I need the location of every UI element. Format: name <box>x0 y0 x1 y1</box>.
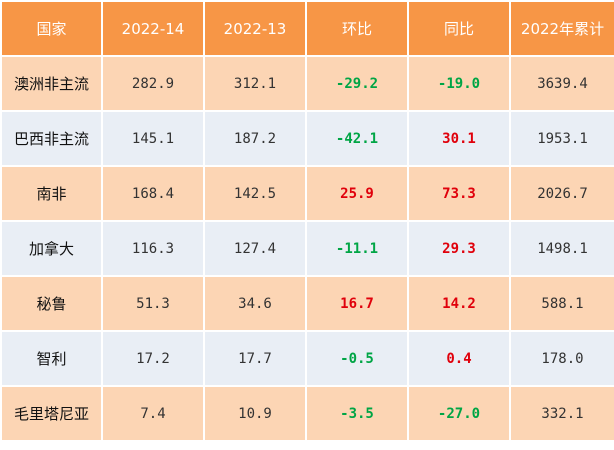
cell-country: 加拿大 <box>0 220 103 277</box>
cell-week-13: 17.7 <box>203 330 307 387</box>
table-row: 澳洲非主流 282.9 312.1 -29.2 -19.0 3639.4 <box>0 55 614 112</box>
cell-week-over-week: 25.9 <box>305 165 409 222</box>
cell-year-over-year: 73.3 <box>407 165 511 222</box>
cell-year-to-date: 588.1 <box>509 275 614 332</box>
cell-week-over-week: -11.1 <box>305 220 409 277</box>
header-row: 国家 2022-14 2022-13 环比 同比 2022年累计 <box>0 0 614 57</box>
cell-country: 智利 <box>0 330 103 387</box>
cell-week-over-week: 16.7 <box>305 275 409 332</box>
cell-week-over-week: -3.5 <box>305 385 409 442</box>
cell-week-14: 7.4 <box>101 385 205 442</box>
cell-country: 南非 <box>0 165 103 222</box>
table-row: 智利 17.2 17.7 -0.5 0.4 178.0 <box>0 330 614 387</box>
header-week-over-week: 环比 <box>305 0 409 57</box>
cell-year-to-date: 1953.1 <box>509 110 614 167</box>
cell-week-14: 168.4 <box>101 165 205 222</box>
cell-year-to-date: 2026.7 <box>509 165 614 222</box>
cell-country: 巴西非主流 <box>0 110 103 167</box>
table-row: 南非 168.4 142.5 25.9 73.3 2026.7 <box>0 165 614 222</box>
cell-week-14: 145.1 <box>101 110 205 167</box>
table-row: 秘鲁 51.3 34.6 16.7 14.2 588.1 <box>0 275 614 332</box>
cell-year-over-year: 29.3 <box>407 220 511 277</box>
cell-week-over-week: -0.5 <box>305 330 409 387</box>
cell-week-over-week: -29.2 <box>305 55 409 112</box>
header-year-over-year: 同比 <box>407 0 511 57</box>
cell-country: 秘鲁 <box>0 275 103 332</box>
cell-year-over-year: -27.0 <box>407 385 511 442</box>
table-row: 加拿大 116.3 127.4 -11.1 29.3 1498.1 <box>0 220 614 277</box>
cell-week-14: 282.9 <box>101 55 205 112</box>
cell-year-over-year: 0.4 <box>407 330 511 387</box>
cell-week-13: 312.1 <box>203 55 307 112</box>
cell-year-over-year: -19.0 <box>407 55 511 112</box>
cell-country: 毛里塔尼亚 <box>0 385 103 442</box>
cell-week-13: 142.5 <box>203 165 307 222</box>
table-header: 国家 2022-14 2022-13 环比 同比 2022年累计 <box>0 0 614 57</box>
cell-week-13: 34.6 <box>203 275 307 332</box>
cell-year-over-year: 30.1 <box>407 110 511 167</box>
cell-year-to-date: 178.0 <box>509 330 614 387</box>
table-row: 毛里塔尼亚 7.4 10.9 -3.5 -27.0 332.1 <box>0 385 614 442</box>
header-country: 国家 <box>0 0 103 57</box>
header-year-to-date: 2022年累计 <box>509 0 614 57</box>
header-week-14: 2022-14 <box>101 0 205 57</box>
cell-year-to-date: 1498.1 <box>509 220 614 277</box>
cell-year-to-date: 332.1 <box>509 385 614 442</box>
table-body: 澳洲非主流 282.9 312.1 -29.2 -19.0 3639.4 巴西非… <box>0 55 614 442</box>
cell-week-over-week: -42.1 <box>305 110 409 167</box>
cell-year-over-year: 14.2 <box>407 275 511 332</box>
cell-week-13: 187.2 <box>203 110 307 167</box>
cell-country: 澳洲非主流 <box>0 55 103 112</box>
cell-week-14: 17.2 <box>101 330 205 387</box>
cell-week-13: 127.4 <box>203 220 307 277</box>
cell-year-to-date: 3639.4 <box>509 55 614 112</box>
header-week-13: 2022-13 <box>203 0 307 57</box>
cell-week-13: 10.9 <box>203 385 307 442</box>
table-row: 巴西非主流 145.1 187.2 -42.1 30.1 1953.1 <box>0 110 614 167</box>
cell-week-14: 51.3 <box>101 275 205 332</box>
cell-week-14: 116.3 <box>101 220 205 277</box>
